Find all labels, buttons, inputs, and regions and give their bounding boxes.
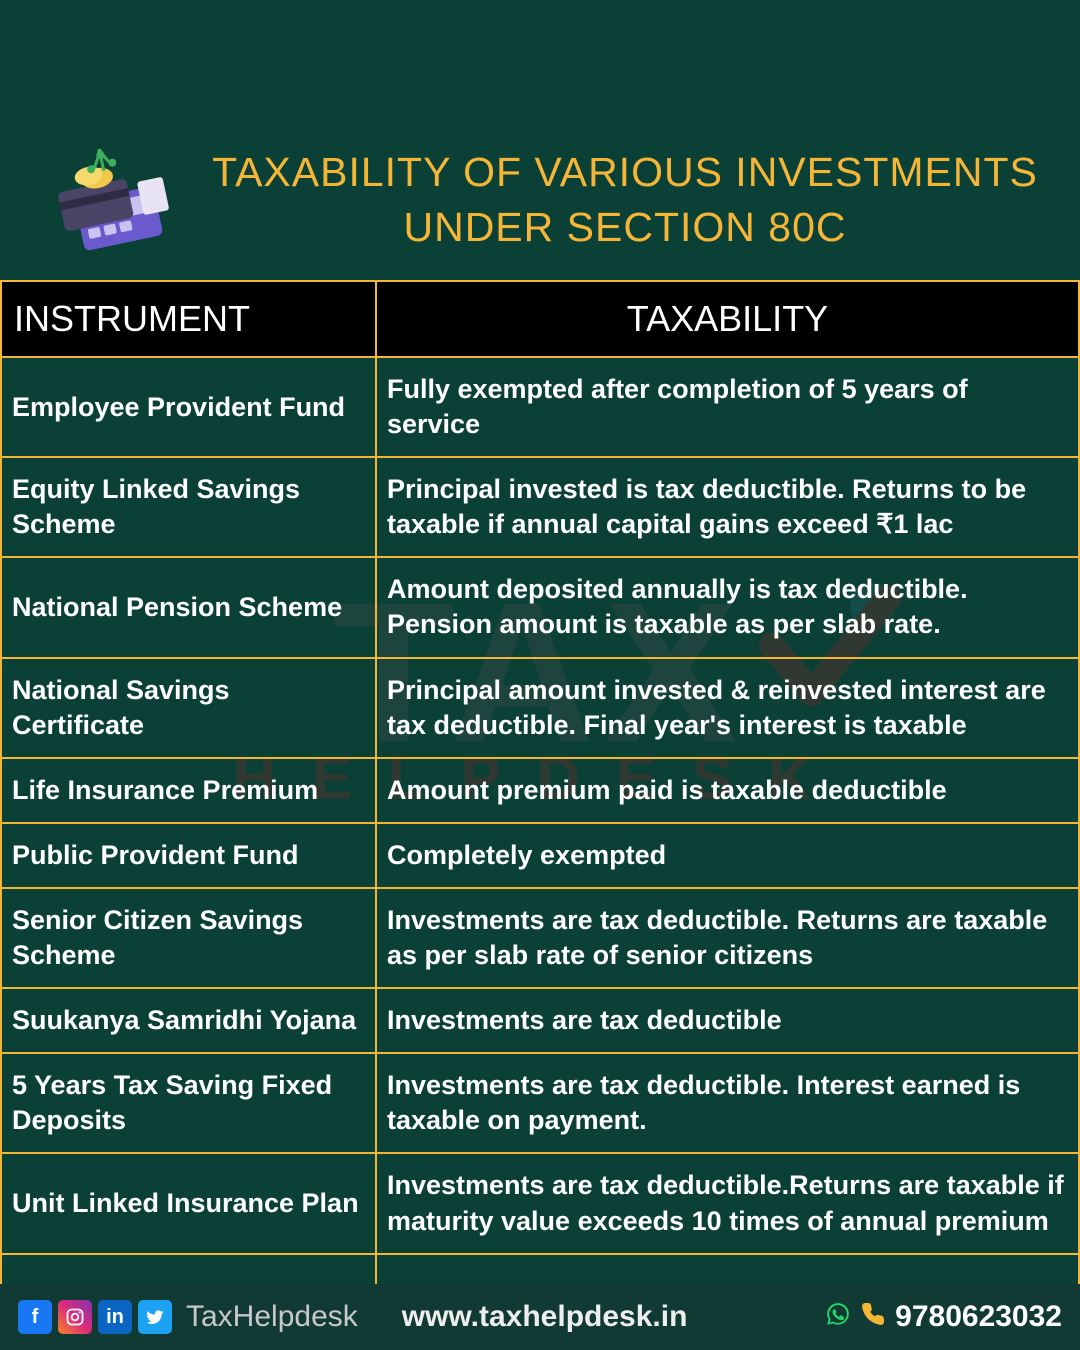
cell-taxability: Amount premium paid is taxable deductibl… xyxy=(376,758,1079,823)
table-row: Equity Linked Savings SchemePrincipal in… xyxy=(1,457,1079,557)
cell-instrument: Public Provident Fund xyxy=(1,823,376,888)
whatsapp-icon[interactable] xyxy=(825,1301,851,1334)
website-url[interactable]: www.taxhelpdesk.in xyxy=(402,1300,688,1334)
cell-instrument: Life Insurance Premium xyxy=(1,758,376,823)
cell-instrument: National Pension Scheme xyxy=(1,557,376,657)
cell-taxability: Completely exempted xyxy=(376,823,1079,888)
phone-icon[interactable] xyxy=(861,1302,885,1333)
table-row: Employee Provident FundFully exempted af… xyxy=(1,357,1079,457)
cell-taxability: Investments are tax deductible. Interest… xyxy=(376,1053,1079,1153)
table-row: Suukanya Samridhi YojanaInvestments are … xyxy=(1,988,1079,1053)
cell-instrument: Equity Linked Savings Scheme xyxy=(1,457,376,557)
table-row: Senior Citizen Savings SchemeInvestments… xyxy=(1,888,1079,988)
cell-instrument: National Savings Certificate xyxy=(1,658,376,758)
cell-taxability: Investments are tax deductible.Returns a… xyxy=(376,1153,1079,1253)
finance-icon xyxy=(40,140,180,260)
cell-taxability: Principal amount invested & reinvested i… xyxy=(376,658,1079,758)
taxability-table: INSTRUMENT TAXABILITY Employee Provident… xyxy=(0,280,1080,1289)
page-title: TAXABILITY OF VARIOUS INVESTMENTS UNDER … xyxy=(210,145,1040,256)
table-row: 5 Years Tax Saving Fixed DepositsInvestm… xyxy=(1,1053,1079,1153)
table-row: National Pension SchemeAmount deposited … xyxy=(1,557,1079,657)
linkedin-icon[interactable]: in xyxy=(98,1300,132,1334)
twitter-icon[interactable] xyxy=(138,1300,172,1334)
spacer-row xyxy=(1,1254,1079,1288)
table-row: National Savings CertificatePrincipal am… xyxy=(1,658,1079,758)
table-row: Life Insurance PremiumAmount premium pai… xyxy=(1,758,1079,823)
cell-instrument: Unit Linked Insurance Plan xyxy=(1,1153,376,1253)
header: TAXABILITY OF VARIOUS INVESTMENTS UNDER … xyxy=(0,0,1080,280)
cell-taxability: Investments are tax deductible. Returns … xyxy=(376,888,1079,988)
brand-name: TaxHelpdesk xyxy=(186,1300,358,1334)
cell-instrument: 5 Years Tax Saving Fixed Deposits xyxy=(1,1053,376,1153)
table-row: Public Provident FundCompletely exempted xyxy=(1,823,1079,888)
cell-taxability: Amount deposited annually is tax deducti… xyxy=(376,557,1079,657)
col-instrument: INSTRUMENT xyxy=(1,281,376,357)
cell-instrument: Employee Provident Fund xyxy=(1,357,376,457)
table-row: Unit Linked Insurance PlanInvestments ar… xyxy=(1,1153,1079,1253)
social-icons: f in xyxy=(18,1300,172,1334)
cell-instrument: Senior Citizen Savings Scheme xyxy=(1,888,376,988)
col-taxability: TAXABILITY xyxy=(376,281,1079,357)
cell-instrument: Suukanya Samridhi Yojana xyxy=(1,988,376,1053)
cell-taxability: Principal invested is tax deductible. Re… xyxy=(376,457,1079,557)
footer: f in TaxHelpdesk www.taxhelpdesk.in 9780… xyxy=(0,1284,1080,1350)
cell-taxability: Fully exempted after completion of 5 yea… xyxy=(376,357,1079,457)
cell-taxability: Investments are tax deductible xyxy=(376,988,1079,1053)
instagram-icon[interactable] xyxy=(58,1300,92,1334)
facebook-icon[interactable]: f xyxy=(18,1300,52,1334)
phone-number[interactable]: 9780623032 xyxy=(895,1300,1062,1334)
contact: 9780623032 xyxy=(825,1300,1062,1334)
